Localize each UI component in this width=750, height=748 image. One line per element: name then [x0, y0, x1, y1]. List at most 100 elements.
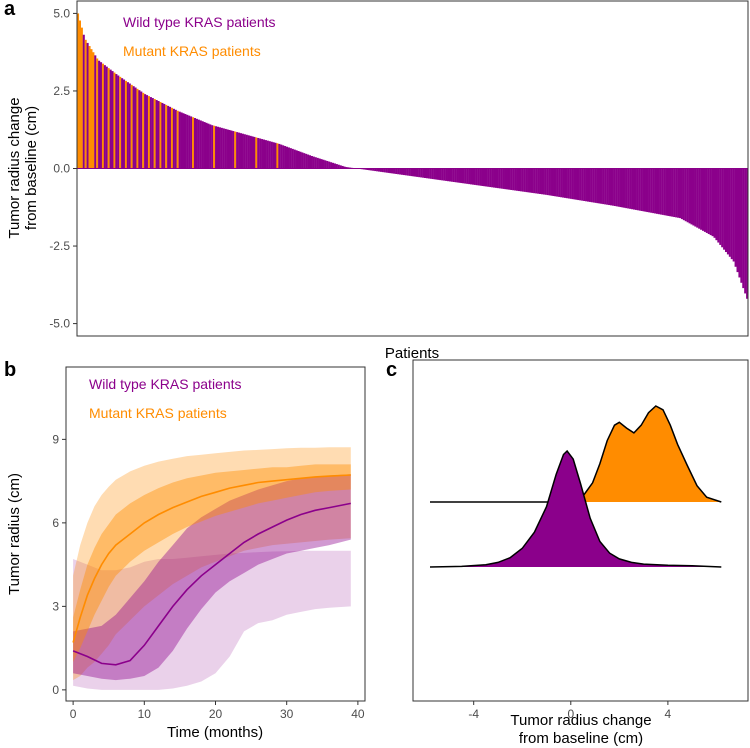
- bar-wild: [163, 103, 166, 169]
- bar-wild: [345, 167, 348, 169]
- bar-wild: [161, 102, 164, 169]
- panel-b-y-tick-label: 9: [52, 432, 59, 446]
- bar-mutant: [113, 72, 116, 169]
- panel-b-x-tick-label: 10: [138, 707, 152, 721]
- mutant-outer-band: [73, 447, 351, 681]
- bar-wild: [525, 168, 528, 193]
- wild-median-line: [72, 502, 351, 666]
- bar-wild: [479, 168, 482, 186]
- bar-wild: [364, 168, 367, 170]
- bar-wild: [422, 168, 425, 178]
- bar-wild: [268, 141, 271, 169]
- bar-wild: [289, 148, 292, 169]
- panel-c-legend-wild: Wild type KRAS patients: [432, 376, 585, 392]
- bar-wild: [609, 168, 613, 206]
- bar-wild: [318, 158, 321, 169]
- bar-wild: [460, 168, 463, 184]
- bar-wild: [447, 168, 450, 182]
- bar-wild: [368, 168, 371, 171]
- bar-wild: [452, 168, 455, 182]
- bar-wild: [335, 164, 338, 169]
- bar-wild: [285, 146, 289, 169]
- bar-wild: [431, 168, 434, 180]
- bar-wild: [374, 168, 377, 172]
- bar-wild: [715, 168, 718, 241]
- bar-wild: [301, 152, 304, 169]
- bar-wild: [531, 168, 534, 193]
- bar-wild: [293, 149, 296, 169]
- bar-wild: [640, 168, 643, 211]
- bar-mutant: [165, 104, 168, 169]
- bar-wild: [740, 168, 743, 283]
- bar-wild: [278, 143, 281, 169]
- bar-wild: [82, 34, 85, 169]
- bar-wild: [282, 145, 285, 169]
- bar-wild: [331, 162, 335, 169]
- panel-b-x-tick-label: 20: [209, 707, 223, 721]
- bar-wild: [266, 140, 269, 169]
- bar-wild: [650, 168, 653, 213]
- bar-wild: [485, 168, 488, 187]
- bar-wild: [466, 168, 469, 184]
- bar-wild: [126, 82, 129, 169]
- bar-wild: [339, 165, 342, 169]
- bar-wild: [567, 168, 570, 199]
- bar-wild: [611, 168, 614, 206]
- bar-wild: [184, 114, 187, 169]
- bar-wild: [366, 168, 369, 170]
- bar-wild: [682, 168, 685, 221]
- bar-wild: [598, 168, 601, 204]
- bar-wild: [377, 168, 381, 172]
- bar-wild: [554, 168, 557, 197]
- bar-wild: [491, 168, 494, 188]
- bar-wild: [274, 142, 277, 169]
- bar-wild: [686, 168, 689, 223]
- bar-wild: [677, 168, 680, 218]
- bar-wild: [376, 168, 379, 172]
- bar-wild: [646, 168, 649, 213]
- panel-c-ticks: -4 0 4: [468, 701, 672, 721]
- bar-wild: [539, 168, 542, 194]
- bar-wild: [552, 168, 555, 197]
- bar-wild: [728, 168, 731, 257]
- panel-a-letter: a: [4, 0, 16, 20]
- bar-wild: [381, 168, 384, 173]
- bar-wild: [696, 168, 699, 228]
- bar-wild: [585, 168, 588, 202]
- bar-wild: [717, 168, 720, 243]
- bar-wild: [247, 135, 250, 169]
- bar-wild: [619, 168, 622, 208]
- bar-mutant: [234, 131, 237, 169]
- bar-wild: [730, 168, 733, 260]
- bar-wild: [688, 168, 691, 224]
- bar-wild: [316, 157, 319, 169]
- bar-wild: [408, 168, 411, 176]
- panel-b-y-tick-label: 3: [52, 599, 59, 613]
- bar-wild: [548, 168, 551, 196]
- panel-a-y-tick-label: -2.5: [49, 239, 70, 253]
- bar-mutant: [147, 96, 150, 169]
- panel-b-x-tick-label: 0: [70, 707, 77, 721]
- bar-wild: [713, 168, 716, 238]
- bar-mutant: [176, 110, 179, 169]
- bar-wild: [209, 124, 212, 169]
- bar-wild: [487, 168, 490, 187]
- bar-wild: [370, 168, 373, 171]
- bar-wild: [190, 116, 193, 169]
- bar-wild: [322, 159, 325, 169]
- bar-wild: [494, 168, 498, 188]
- bar-mutant: [124, 80, 127, 169]
- bar-wild: [742, 168, 745, 289]
- bar-wild: [178, 111, 181, 169]
- bar-wild: [151, 98, 154, 169]
- bar-wild: [573, 168, 576, 200]
- bar-mutant: [130, 84, 133, 169]
- bar-wild: [406, 168, 409, 176]
- bar-wild: [201, 121, 204, 169]
- bar-wild: [724, 168, 728, 253]
- bar-wild: [402, 168, 405, 176]
- panel-a-y-tick-label: 2.5: [53, 84, 70, 98]
- bar-wild: [287, 147, 290, 169]
- bar-wild: [719, 168, 722, 245]
- bar-wild: [307, 154, 310, 169]
